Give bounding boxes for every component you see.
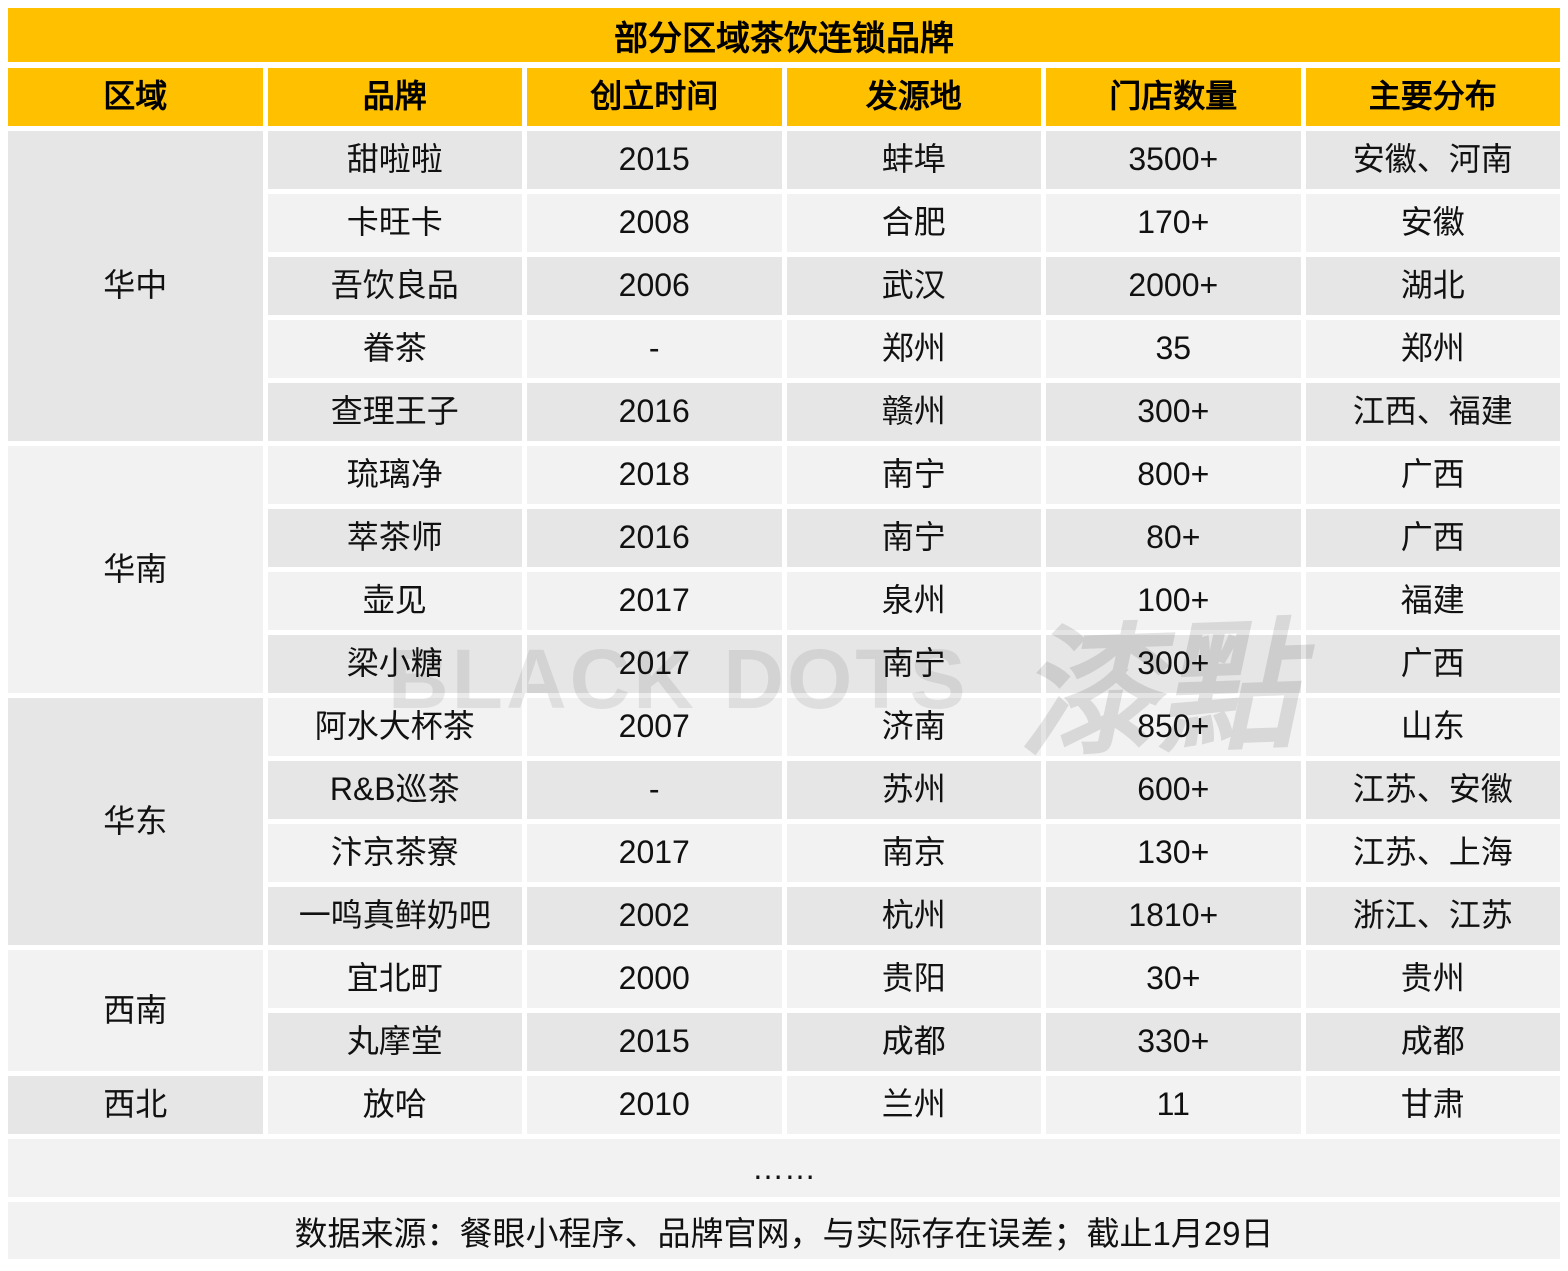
brand-cell: 梁小糖 [267,635,522,693]
founded-cell: 2006 [527,257,782,315]
origin-cell: 武汉 [786,257,1041,315]
distribution-cell: 郑州 [1305,320,1560,378]
distribution-cell: 江苏、上海 [1305,824,1560,882]
stores-cell: 300+ [1046,383,1301,441]
col-header-stores: 门店数量 [1046,68,1301,126]
distribution-cell: 广西 [1305,446,1560,504]
distribution-cell: 安徽 [1305,194,1560,252]
col-header-brand: 品牌 [267,68,522,126]
region-cell: 西南 [8,950,263,1071]
founded-cell: - [527,761,782,819]
founded-cell: - [527,320,782,378]
stores-cell: 600+ [1046,761,1301,819]
founded-cell: 2018 [527,446,782,504]
brand-cell: 一鸣真鲜奶吧 [267,887,522,945]
distribution-cell: 甘肃 [1305,1076,1560,1134]
origin-cell: 兰州 [786,1076,1041,1134]
distribution-cell: 贵州 [1305,950,1560,1008]
distribution-cell: 广西 [1305,635,1560,693]
ellipsis-row: …… [8,1139,1560,1197]
founded-cell: 2000 [527,950,782,1008]
brand-cell: 汴京茶寮 [267,824,522,882]
origin-cell: 济南 [786,698,1041,756]
distribution-cell: 浙江、江苏 [1305,887,1560,945]
page-title: 部分区域茶饮连锁品牌 [8,8,1560,62]
stores-cell: 850+ [1046,698,1301,756]
founded-cell: 2008 [527,194,782,252]
region-cell: 西北 [8,1076,263,1134]
col-header-founded: 创立时间 [527,68,782,126]
brand-cell: 放哈 [267,1076,522,1134]
origin-cell: 成都 [786,1013,1041,1071]
brand-cell: R&B巡茶 [267,761,522,819]
brand-cell: 卡旺卡 [267,194,522,252]
origin-cell: 郑州 [786,320,1041,378]
origin-cell: 南宁 [786,446,1041,504]
region-cell: 华东 [8,698,263,945]
stores-cell: 100+ [1046,572,1301,630]
origin-cell: 南宁 [786,635,1041,693]
distribution-cell: 安徽、河南 [1305,131,1560,189]
origin-cell: 泉州 [786,572,1041,630]
brand-cell: 眷茶 [267,320,522,378]
stores-cell: 330+ [1046,1013,1301,1071]
brand-cell: 丸摩堂 [267,1013,522,1071]
founded-cell: 2017 [527,572,782,630]
founded-cell: 2010 [527,1076,782,1134]
distribution-cell: 江苏、安徽 [1305,761,1560,819]
brand-cell: 查理王子 [267,383,522,441]
origin-cell: 合肥 [786,194,1041,252]
stores-cell: 3500+ [1046,131,1301,189]
stores-cell: 300+ [1046,635,1301,693]
distribution-cell: 成都 [1305,1013,1560,1071]
distribution-cell: 江西、福建 [1305,383,1560,441]
founded-cell: 2017 [527,824,782,882]
founded-cell: 2017 [527,635,782,693]
region-cell: 华南 [8,446,263,693]
origin-cell: 蚌埠 [786,131,1041,189]
brand-cell: 萃茶师 [267,509,522,567]
distribution-cell: 湖北 [1305,257,1560,315]
origin-cell: 南京 [786,824,1041,882]
stores-cell: 130+ [1046,824,1301,882]
founded-cell: 2016 [527,383,782,441]
data-source-note: 数据来源：餐眼小程序、品牌官网，与实际存在误差；截止1月29日 [8,1202,1560,1259]
stores-cell: 2000+ [1046,257,1301,315]
founded-cell: 2015 [527,131,782,189]
founded-cell: 2016 [527,509,782,567]
origin-cell: 苏州 [786,761,1041,819]
stores-cell: 30+ [1046,950,1301,1008]
brand-cell: 吾饮良品 [267,257,522,315]
distribution-cell: 福建 [1305,572,1560,630]
distribution-cell: 广西 [1305,509,1560,567]
stores-cell: 35 [1046,320,1301,378]
stores-cell: 170+ [1046,194,1301,252]
stores-cell: 1810+ [1046,887,1301,945]
founded-cell: 2002 [527,887,782,945]
stores-cell: 800+ [1046,446,1301,504]
stores-cell: 11 [1046,1076,1301,1134]
founded-cell: 2015 [527,1013,782,1071]
distribution-cell: 山东 [1305,698,1560,756]
region-cell: 华中 [8,131,263,441]
origin-cell: 南宁 [786,509,1041,567]
col-header-region: 区域 [8,68,263,126]
brand-cell: 甜啦啦 [267,131,522,189]
brand-cell: 宜北町 [267,950,522,1008]
col-header-origin: 发源地 [786,68,1041,126]
col-header-distribution: 主要分布 [1305,68,1560,126]
brand-cell: 壶见 [267,572,522,630]
brand-cell: 阿水大杯茶 [267,698,522,756]
stores-cell: 80+ [1046,509,1301,567]
brand-table: 区域 品牌 创立时间 发源地 门店数量 主要分布 华中 甜啦啦 2015 蚌埠 … [8,68,1560,1134]
brand-cell: 琉璃净 [267,446,522,504]
founded-cell: 2007 [527,698,782,756]
origin-cell: 贵阳 [786,950,1041,1008]
origin-cell: 杭州 [786,887,1041,945]
origin-cell: 赣州 [786,383,1041,441]
